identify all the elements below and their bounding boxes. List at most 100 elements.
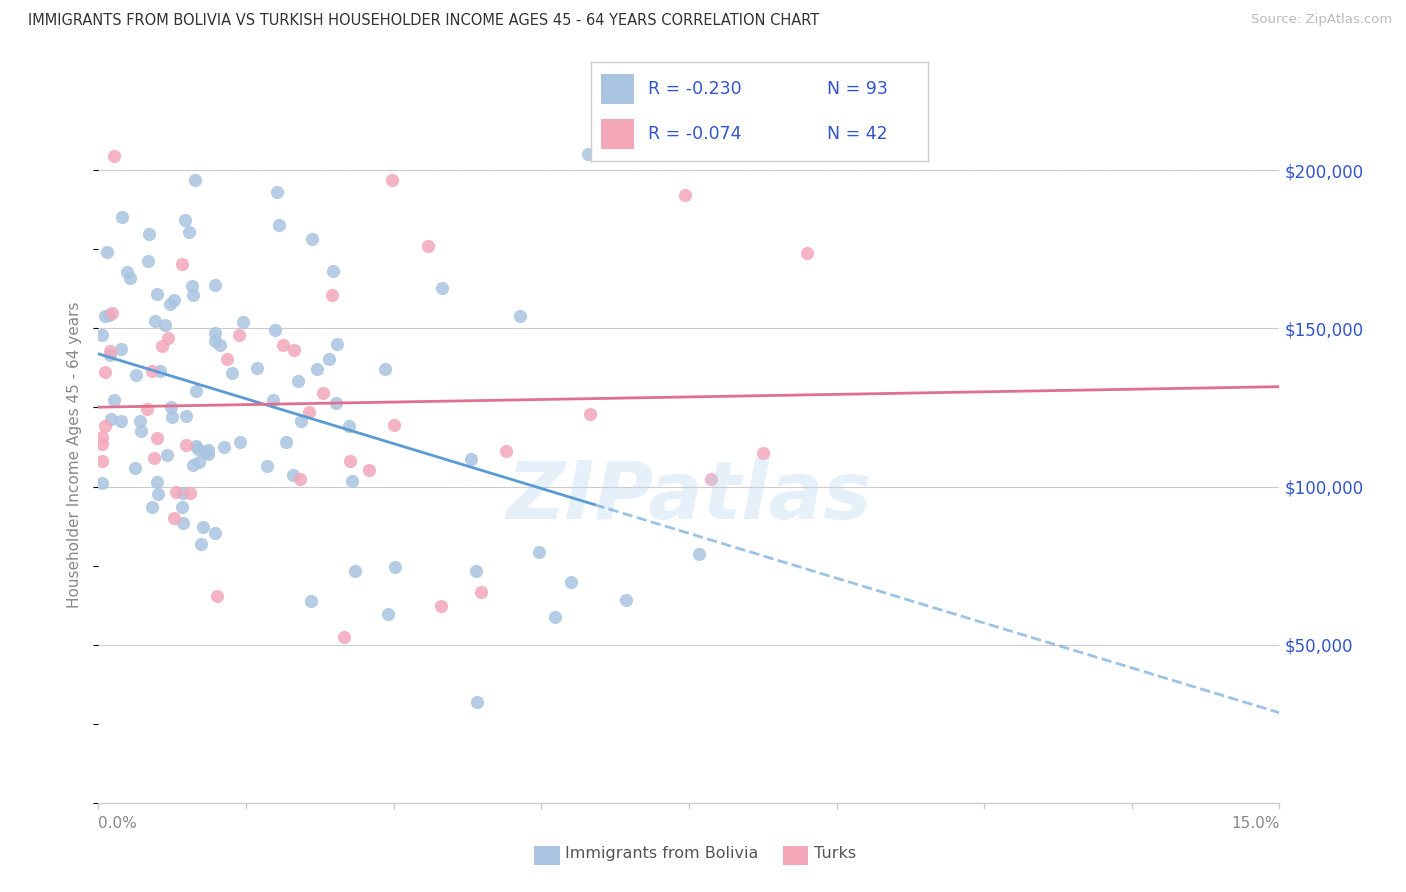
Point: [305, 361, 328, 376]
Text: ZIPatlas: ZIPatlas: [506, 458, 872, 536]
Point: [146, 487, 169, 501]
Point: [187, 442, 209, 456]
Point: [94, 365, 117, 379]
Point: [384, 417, 406, 432]
Point: [163, 511, 186, 525]
Point: [322, 264, 344, 278]
Point: [135, 402, 157, 417]
Text: 15.0%: 15.0%: [1232, 816, 1279, 831]
Point: [100, 412, 122, 426]
Point: [172, 257, 194, 271]
Point: [287, 375, 309, 389]
Point: [204, 334, 226, 349]
Point: [160, 401, 183, 415]
Point: [91, 454, 114, 468]
Point: [115, 265, 138, 279]
Point: [149, 364, 172, 378]
Point: [337, 419, 360, 434]
Point: [125, 368, 148, 382]
Point: [179, 225, 201, 239]
Point: [430, 281, 453, 295]
Point: [264, 323, 287, 337]
Point: [159, 296, 181, 310]
Point: [271, 338, 294, 352]
Text: R = -0.074: R = -0.074: [648, 125, 741, 143]
Point: [103, 149, 125, 163]
Point: [110, 414, 132, 428]
Point: [232, 315, 254, 329]
Text: Immigrants from Bolivia: Immigrants from Bolivia: [565, 847, 759, 861]
Point: [266, 186, 288, 200]
Point: [173, 213, 195, 227]
Point: [751, 446, 773, 460]
Point: [326, 337, 349, 351]
Point: [290, 414, 312, 428]
Point: [509, 309, 531, 323]
Point: [212, 441, 235, 455]
Point: [145, 431, 167, 445]
Point: [124, 460, 146, 475]
Point: [183, 288, 205, 302]
Point: [229, 435, 252, 450]
Point: [143, 314, 166, 328]
Point: [91, 437, 114, 451]
Point: [197, 442, 219, 457]
Point: [174, 438, 197, 452]
Point: [217, 351, 239, 366]
Point: [190, 536, 212, 550]
Point: [204, 526, 226, 541]
Text: N = 93: N = 93: [827, 80, 887, 98]
Text: Turks: Turks: [814, 847, 856, 861]
Point: [228, 327, 250, 342]
Point: [98, 343, 121, 358]
Point: [298, 405, 321, 419]
Point: [256, 458, 278, 473]
Point: [96, 244, 118, 259]
Point: [246, 361, 269, 376]
Point: [325, 396, 347, 410]
Point: [418, 239, 440, 253]
Text: N = 42: N = 42: [827, 125, 887, 143]
Y-axis label: Householder Income Ages 45 - 64 years: Householder Income Ages 45 - 64 years: [67, 301, 83, 608]
Point: [332, 630, 354, 644]
Point: [156, 448, 179, 462]
Point: [357, 463, 380, 477]
Point: [193, 519, 215, 533]
Point: [186, 384, 208, 399]
Point: [269, 218, 291, 232]
Text: 0.0%: 0.0%: [98, 816, 138, 831]
Point: [172, 516, 194, 530]
Point: [342, 475, 364, 489]
Point: [204, 326, 226, 340]
Point: [465, 695, 488, 709]
Point: [700, 472, 723, 486]
Point: [495, 444, 517, 458]
Text: IMMIGRANTS FROM BOLIVIA VS TURKISH HOUSEHOLDER INCOME AGES 45 - 64 YEARS CORRELA: IMMIGRANTS FROM BOLIVIA VS TURKISH HOUSE…: [28, 13, 820, 29]
Point: [110, 210, 132, 224]
Point: [153, 318, 176, 332]
Point: [184, 173, 207, 187]
Point: [221, 366, 243, 380]
Point: [145, 287, 167, 301]
Point: [688, 547, 710, 561]
Point: [91, 475, 114, 490]
Point: [181, 458, 204, 473]
Point: [274, 434, 297, 449]
Point: [343, 564, 366, 578]
Point: [100, 306, 122, 320]
Point: [207, 589, 229, 603]
Point: [384, 560, 406, 574]
Point: [318, 351, 340, 366]
Point: [311, 386, 333, 401]
Point: [614, 593, 637, 607]
Point: [204, 277, 226, 292]
Point: [299, 594, 322, 608]
Point: [103, 393, 125, 408]
Point: [283, 343, 305, 357]
Point: [339, 453, 361, 467]
Point: [194, 444, 217, 458]
Point: [138, 227, 160, 241]
Point: [544, 609, 567, 624]
Point: [163, 293, 186, 307]
Point: [181, 278, 204, 293]
